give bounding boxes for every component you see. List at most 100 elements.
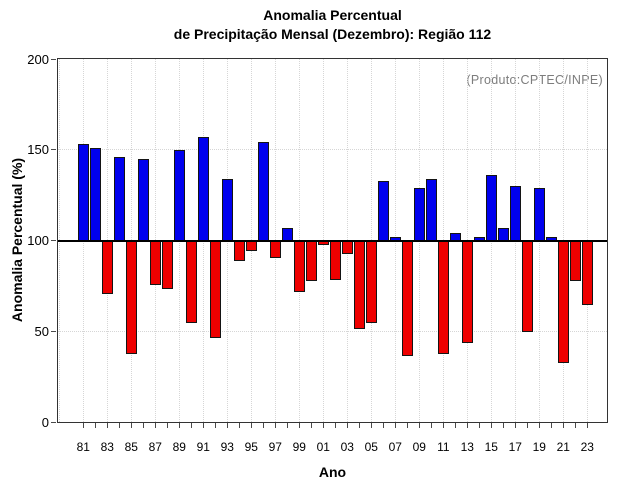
x-tick-label: 89: [172, 440, 186, 454]
chart-title-line2: de Precipitação Mensal (Dezembro): Regiã…: [173, 26, 492, 42]
x-tick: [563, 423, 565, 428]
plot-area: (Produto:CPTEC/INPE): [57, 58, 608, 423]
bar-2003: [341, 240, 353, 255]
y-tick-label: 150: [27, 142, 49, 158]
x-tick: [143, 423, 145, 428]
bar-2019: [533, 187, 545, 242]
x-tick: [479, 423, 481, 428]
y-tick: [51, 58, 56, 60]
x-tick-label: 97: [268, 440, 282, 454]
x-tick-label: 83: [100, 440, 114, 454]
x-tick: [95, 423, 97, 428]
x-tick: [287, 423, 289, 428]
bar-2004: [353, 240, 365, 329]
source-annotation: (Produto:CPTEC/INPE): [466, 73, 603, 87]
bar-1988: [161, 240, 173, 289]
bar-1992: [209, 240, 221, 338]
x-tick: [131, 423, 133, 428]
bar-1997: [269, 240, 281, 258]
gridline-horizontal: [58, 149, 607, 151]
x-tick: [455, 423, 457, 428]
y-tick-label: 100: [27, 233, 49, 248]
x-tick: [587, 423, 589, 428]
chart-title-line1: Anomalia Percentual: [263, 7, 402, 23]
x-tick: [239, 423, 241, 428]
bar-1999: [293, 240, 305, 293]
x-tick-label: 85: [124, 440, 138, 454]
x-tick: [179, 423, 181, 428]
bar-1981: [77, 144, 89, 242]
x-tick-label: 81: [76, 440, 90, 454]
x-tick-label: 93: [220, 440, 234, 454]
bar-2018: [521, 240, 533, 333]
x-tick-label: 17: [508, 440, 522, 454]
x-tick: [419, 423, 421, 428]
y-tick: [51, 330, 56, 332]
x-tick-label: 05: [364, 440, 378, 454]
x-tick-label: 87: [148, 440, 162, 454]
x-tick: [407, 423, 409, 428]
bar-2022: [569, 240, 581, 282]
x-tick: [107, 423, 109, 428]
x-tick: [443, 423, 445, 428]
x-tick: [503, 423, 505, 428]
bar-2006: [377, 180, 389, 242]
bar-1994: [233, 240, 245, 262]
x-tick: [119, 423, 121, 428]
x-tick: [323, 423, 325, 428]
bar-1989: [173, 149, 185, 242]
x-tick: [155, 423, 157, 428]
bar-1995: [245, 240, 257, 251]
x-tick-label: 09: [412, 440, 426, 454]
x-tick-label: 99: [292, 440, 306, 454]
bar-2023: [581, 240, 593, 306]
x-tick-label: 91: [196, 440, 210, 454]
bar-2010: [425, 178, 437, 242]
bar-1987: [149, 240, 161, 286]
x-tick: [395, 423, 397, 428]
x-axis-title: Ano: [318, 464, 347, 480]
gridline-horizontal: [58, 330, 607, 332]
x-tick: [467, 423, 469, 428]
x-tick-label: 07: [388, 440, 402, 454]
x-tick-label: 15: [484, 440, 498, 454]
y-tick: [51, 240, 56, 241]
x-tick: [491, 423, 493, 428]
bar-1986: [137, 158, 149, 242]
baseline-100: [58, 239, 607, 242]
x-tick: [311, 423, 313, 428]
x-tick: [251, 423, 253, 428]
bar-1985: [125, 240, 137, 355]
y-tick: [51, 421, 56, 423]
bar-2015: [485, 175, 497, 242]
x-tick: [551, 423, 553, 428]
x-tick: [527, 423, 529, 428]
x-tick-label: 01: [316, 440, 330, 454]
bar-1991: [197, 137, 209, 242]
x-tick: [383, 423, 385, 428]
bar-1990: [185, 240, 197, 324]
x-tick: [335, 423, 337, 428]
x-tick: [299, 423, 301, 428]
x-tick-label: 21: [556, 440, 570, 454]
x-tick: [191, 423, 193, 428]
y-tick: [51, 149, 56, 151]
x-tick: [431, 423, 433, 428]
y-tick-label: 200: [27, 51, 49, 67]
x-tick-label: 19: [532, 440, 546, 454]
bar-1993: [221, 178, 233, 242]
bar-2017: [509, 186, 521, 242]
bar-2002: [329, 240, 341, 280]
bar-1996: [257, 142, 269, 242]
x-tick: [227, 423, 229, 428]
y-tick-label: 0: [41, 414, 49, 430]
x-tick-label: 11: [437, 440, 450, 454]
bar-1982: [89, 147, 101, 242]
x-tick: [359, 423, 361, 428]
bar-2013: [461, 240, 473, 344]
x-tick: [347, 423, 349, 428]
x-tick: [371, 423, 373, 428]
x-tick-label: 95: [244, 440, 258, 454]
y-tick-label: 50: [34, 323, 49, 339]
